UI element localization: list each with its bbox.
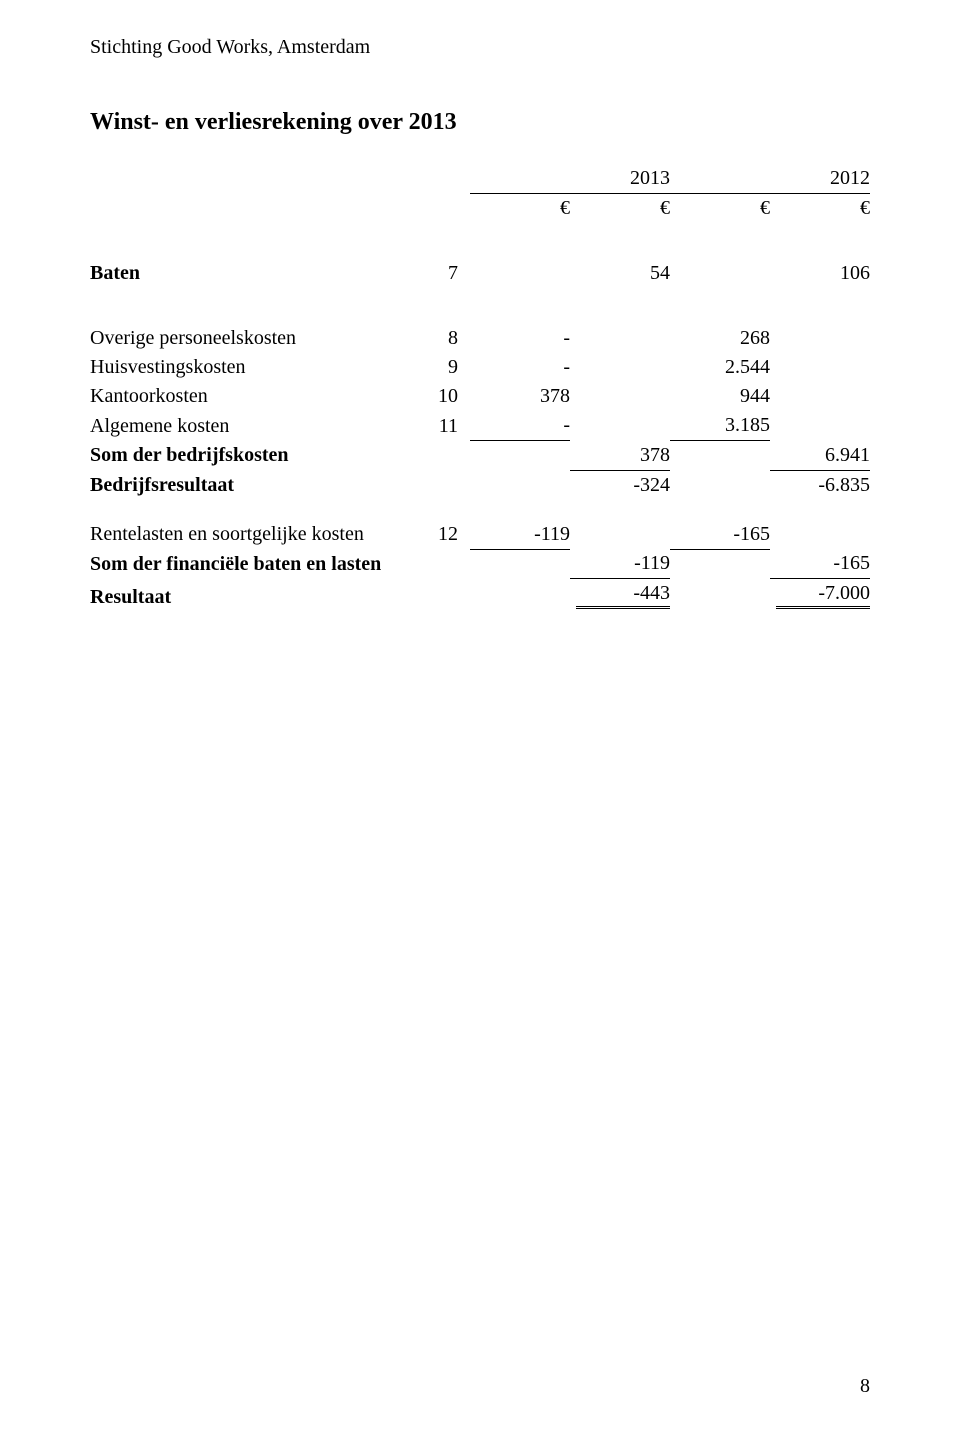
row-baten: Baten 7 54 106 [90, 259, 870, 288]
cell-note: 10 [420, 382, 470, 411]
spacer-row [90, 500, 870, 520]
cell-value: -324 [570, 470, 670, 500]
cell-value: 378 [470, 382, 570, 411]
cell-value-inner: -7.000 [776, 582, 870, 609]
cell-value [570, 353, 670, 382]
cell-value [770, 411, 870, 441]
cell-label: Som der financiële baten en lasten [90, 549, 420, 579]
year-2013: 2013 [570, 164, 670, 194]
blank [670, 164, 770, 194]
blank [420, 194, 470, 224]
cell-note [420, 470, 470, 500]
cell-value [470, 441, 570, 471]
cell-value [470, 470, 570, 500]
page: Stichting Good Works, Amsterdam Winst- e… [0, 0, 960, 1444]
blank [90, 164, 420, 194]
cell-value [470, 579, 570, 613]
cell-note [420, 441, 470, 471]
cell-label: Rentelasten en soortgelijke kosten [90, 520, 420, 550]
cell-value [670, 259, 770, 288]
cell-note: 11 [420, 411, 470, 441]
row-personeelskosten: Overige personeelskosten 8 - 268 [90, 324, 870, 353]
cell-note: 12 [420, 520, 470, 550]
spacer-row [90, 223, 870, 259]
blank [420, 164, 470, 194]
row-algemene-kosten: Algemene kosten 11 - 3.185 [90, 411, 870, 441]
cell-value: 54 [570, 259, 670, 288]
cell-value: 2.544 [670, 353, 770, 382]
currency-symbol: € [670, 194, 770, 224]
blank [470, 164, 570, 194]
cell-value-inner: -443 [576, 582, 670, 609]
org-name: Stichting Good Works, Amsterdam [90, 36, 870, 59]
cell-label: Overige personeelskosten [90, 324, 420, 353]
cell-value: 268 [670, 324, 770, 353]
cell-value: 3.185 [670, 411, 770, 441]
cell-note: 7 [420, 259, 470, 288]
row-resultaat: Resultaat -443 -7.000 [90, 579, 870, 613]
cell-value [670, 441, 770, 471]
cell-label: Resultaat [90, 579, 420, 613]
cell-value: - [470, 324, 570, 353]
cell-value: -165 [770, 549, 870, 579]
cell-label: Kantoorkosten [90, 382, 420, 411]
row-bedrijfsresultaat: Bedrijfsresultaat -324 -6.835 [90, 470, 870, 500]
currency-symbol: € [570, 194, 670, 224]
cell-label: Bedrijfsresultaat [90, 470, 420, 500]
cell-value [670, 579, 770, 613]
cell-value [470, 259, 570, 288]
cell-value: -7.000 [770, 579, 870, 613]
year-2012: 2012 [770, 164, 870, 194]
cell-value [570, 520, 670, 550]
currency-row: € € € € [90, 194, 870, 224]
cell-value [770, 353, 870, 382]
cell-label: Algemene kosten [90, 411, 420, 441]
spacer-row [90, 288, 870, 324]
cell-value: 944 [670, 382, 770, 411]
statement-title: Winst- en verliesrekening over 2013 [90, 109, 870, 136]
cell-value: -165 [670, 520, 770, 550]
cell-value [470, 549, 570, 579]
currency-symbol: € [770, 194, 870, 224]
currency-symbol: € [470, 194, 570, 224]
cell-note: 8 [420, 324, 470, 353]
cell-value: -6.835 [770, 470, 870, 500]
cell-value [770, 382, 870, 411]
cell-value: - [470, 353, 570, 382]
row-som-financiele: Som der financiële baten en lasten -119 … [90, 549, 870, 579]
cell-label: Huisvestingskosten [90, 353, 420, 382]
cell-value [570, 324, 670, 353]
cell-value [670, 470, 770, 500]
cell-value: -119 [470, 520, 570, 550]
cell-value: - [470, 411, 570, 441]
year-header-row: 2013 2012 [90, 164, 870, 194]
row-huisvestingskosten: Huisvestingskosten 9 - 2.544 [90, 353, 870, 382]
cell-value: 106 [770, 259, 870, 288]
cell-label: Som der bedrijfskosten [90, 441, 420, 471]
cell-value: 378 [570, 441, 670, 471]
cell-note [420, 549, 470, 579]
row-kantoorkosten: Kantoorkosten 10 378 944 [90, 382, 870, 411]
cell-value [570, 411, 670, 441]
cell-value: -119 [570, 549, 670, 579]
row-rentelasten: Rentelasten en soortgelijke kosten 12 -1… [90, 520, 870, 550]
blank [90, 194, 420, 224]
cell-note: 9 [420, 353, 470, 382]
cell-value [770, 520, 870, 550]
cell-value [570, 382, 670, 411]
cell-value [670, 549, 770, 579]
cell-note [420, 579, 470, 613]
cell-value [770, 324, 870, 353]
income-statement-table: 2013 2012 € € € € Baten 7 54 106 Overige… [90, 164, 870, 612]
cell-value: 6.941 [770, 441, 870, 471]
page-number: 8 [860, 1375, 870, 1398]
cell-value: -443 [570, 579, 670, 613]
row-som-bedrijfskosten: Som der bedrijfskosten 378 6.941 [90, 441, 870, 471]
cell-label: Baten [90, 259, 420, 288]
